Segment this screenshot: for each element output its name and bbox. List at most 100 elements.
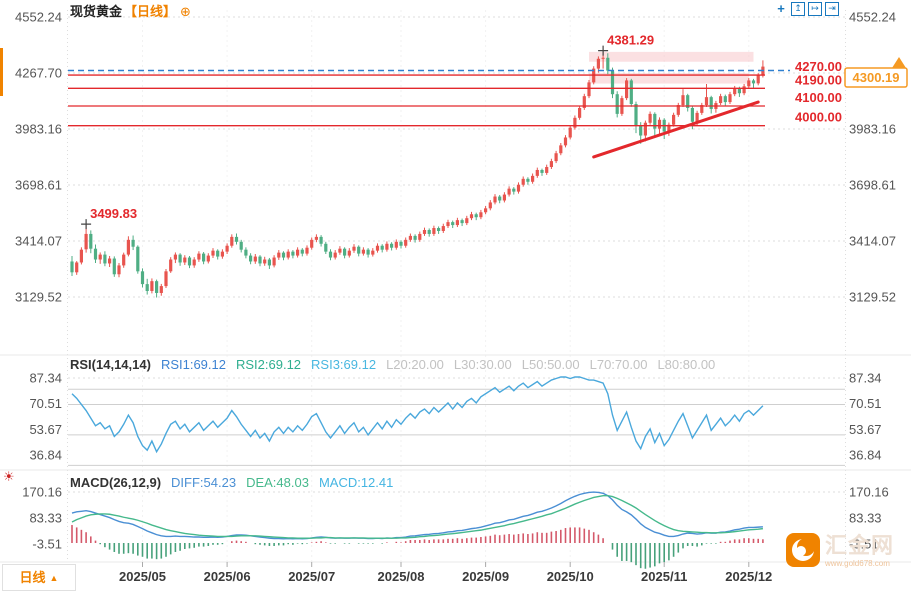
candle-body — [596, 58, 600, 69]
x-axis-scale-icon[interactable]: ↦ — [808, 2, 822, 16]
candle-body — [704, 97, 709, 106]
candle-body — [300, 249, 304, 254]
chart-header: 现货黄金 【日线】 ⊕ — [70, 1, 191, 20]
candle-body — [629, 80, 633, 105]
rsi-line — [71, 376, 764, 454]
candle-body — [610, 70, 615, 95]
candle-body — [441, 226, 445, 231]
candle-body — [164, 271, 168, 287]
y-axis-label-right: 3698.61 — [849, 178, 896, 193]
candle-body — [272, 257, 276, 266]
candle-body — [352, 246, 356, 251]
candle-body — [183, 257, 187, 263]
candle-body — [563, 137, 568, 146]
rsi-legend-item: RSI1:69.12 — [160, 357, 226, 372]
month-label: 2025/06 — [204, 569, 251, 584]
macd-axis-label-right: 170.16 — [849, 485, 889, 500]
macd-axis-label-right: 83.33 — [849, 511, 882, 526]
y-axis-label-left: 4267.70 — [15, 66, 62, 81]
candle-body — [173, 254, 177, 260]
candle-body — [155, 281, 159, 293]
candle-body — [357, 246, 361, 254]
add-indicator-icon[interactable]: ⊕ — [180, 4, 191, 19]
y-axis-scale-icon[interactable]: ↥ — [791, 2, 805, 16]
extreme-marker-icon — [81, 219, 92, 230]
candle-body — [361, 249, 365, 254]
candle-body — [343, 248, 347, 256]
candle-body — [507, 188, 511, 195]
price-level-label: 4100.00 — [795, 90, 842, 105]
candle-body — [690, 107, 694, 122]
candle-body — [89, 233, 93, 249]
candle-body — [488, 202, 492, 209]
y-axis-label-left: 3129.52 — [15, 290, 62, 305]
drawing-marker-icon[interactable]: ☀ — [3, 469, 15, 484]
candle-body — [648, 113, 652, 123]
candle-body — [545, 167, 549, 173]
candle-body — [375, 245, 380, 251]
price-up-arrow-icon — [892, 57, 906, 68]
candle-body — [512, 188, 516, 192]
candle-body — [737, 88, 741, 94]
candle-body — [587, 82, 591, 97]
candle-body — [408, 235, 412, 240]
y-axis-label-right: 3983.16 — [849, 122, 896, 137]
candle-body — [446, 222, 450, 227]
candle-body — [206, 255, 210, 262]
detach-chart-icon[interactable]: ⇥ — [825, 2, 839, 16]
candle-body — [220, 251, 224, 257]
y-axis-label-right: 3414.07 — [849, 234, 896, 249]
rsi-axis-label-left: 36.84 — [29, 448, 62, 463]
candle-body — [258, 256, 262, 264]
candle-body — [751, 80, 756, 84]
rsi-axis-label-right: 87.34 — [849, 371, 882, 386]
candle-body — [455, 220, 459, 226]
candle-body — [187, 257, 192, 266]
watermark: 汇金网 www.gold678.com — [786, 533, 894, 568]
candle-body — [695, 112, 699, 122]
candle-body — [615, 94, 619, 114]
rsi-axis-label-left: 53.67 — [29, 422, 62, 437]
candle-body — [338, 248, 342, 253]
price-level-label: 4190.00 — [795, 72, 842, 87]
rsi-legend-item: RSI3:69.12 — [311, 357, 377, 372]
candle-body — [202, 253, 206, 262]
brand-url: www.gold678.com — [825, 559, 890, 568]
current-price-tag — [844, 67, 908, 88]
edge-scroll-indicator — [0, 48, 3, 96]
candle-body — [578, 107, 582, 118]
price-level-label: 4270.00 — [795, 59, 842, 74]
candle-body — [281, 252, 286, 258]
candle-body — [418, 233, 422, 240]
brand-name: 汇金网 — [825, 533, 895, 558]
candle-body — [516, 184, 521, 192]
candle-body — [437, 228, 441, 231]
rsi-legend-item: L20:20.00 — [386, 357, 444, 372]
candle-body — [672, 114, 676, 125]
extreme-marker-icon — [598, 45, 609, 56]
candle-body — [253, 256, 257, 262]
rsi-axis-label-left: 87.34 — [29, 371, 62, 386]
rsi-legend-item: L30:30.00 — [453, 357, 512, 372]
candle-body — [225, 245, 229, 252]
period-badge: 【日线】 — [124, 4, 177, 19]
period-selector[interactable]: 日线 ▲ — [2, 564, 76, 591]
candle-body — [643, 122, 647, 136]
macd-dea-line — [71, 494, 763, 539]
candle-body — [634, 104, 638, 126]
candle-body — [625, 80, 629, 99]
candle-body — [234, 236, 239, 242]
candle-body — [540, 169, 544, 173]
candle-body — [747, 80, 751, 87]
candle-body — [559, 145, 563, 154]
y-axis-label-right: 4552.24 — [849, 10, 896, 25]
crosshair-icon[interactable]: + — [774, 2, 788, 16]
rsi-legend-item: L80:80.00 — [657, 357, 716, 372]
rsi-axis-label-left: 70.51 — [29, 396, 62, 411]
chart-toolbar: + ↥ ↦ ⇥ — [774, 2, 839, 16]
candle-body — [277, 252, 281, 258]
brand-logo-icon — [786, 533, 820, 567]
candle-body — [479, 212, 483, 218]
candle-body — [601, 57, 605, 59]
